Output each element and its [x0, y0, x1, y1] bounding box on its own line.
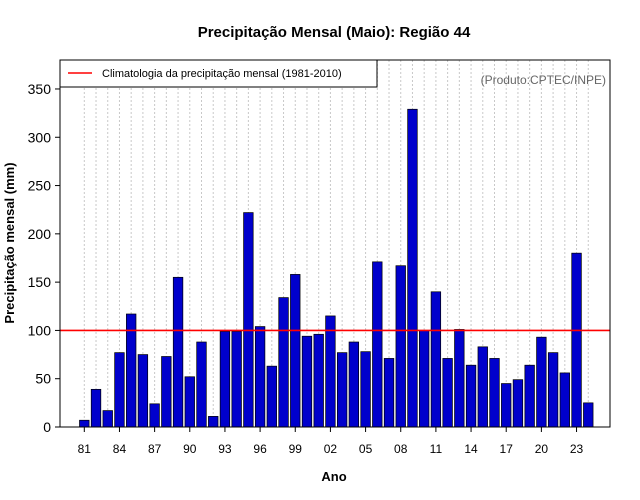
bar-18 — [512, 379, 524, 428]
y-tick-label: 200 — [28, 226, 52, 242]
bar-03 — [336, 352, 348, 428]
y-tick-label: 100 — [28, 322, 52, 338]
bar-11 — [430, 291, 442, 428]
x-tick-label: 99 — [289, 442, 303, 456]
x-axis: 81 84 87 90 93 96 99 02 05 08 11 14 17 20 23 — [78, 427, 584, 456]
x-tick-label: 05 — [359, 442, 373, 456]
bar-17 — [501, 383, 512, 428]
bar-24 — [583, 402, 594, 428]
bar-20 — [536, 336, 547, 428]
bar-98 — [278, 297, 289, 428]
bar-08 — [395, 265, 406, 428]
bar-88 — [161, 356, 172, 428]
x-tick-label: 96 — [253, 442, 267, 456]
bar-92 — [208, 416, 219, 428]
x-axis-label: Ano — [321, 469, 346, 484]
bar-16 — [489, 358, 500, 428]
y-tick-label: 350 — [28, 81, 52, 97]
bar-23 — [571, 252, 582, 428]
bar-83 — [102, 410, 113, 428]
source-note: (Produto:CPTEC/INPE) — [481, 73, 606, 87]
bar-99 — [290, 274, 301, 428]
bar-22 — [559, 372, 570, 428]
bar-05 — [360, 351, 371, 428]
bar-94 — [231, 331, 242, 428]
bar-21 — [547, 352, 559, 428]
x-tick-label: 11 — [430, 442, 443, 456]
bar-91 — [196, 341, 207, 428]
bar-86 — [137, 354, 149, 428]
y-tick-label: 0 — [43, 419, 51, 435]
bar-97 — [266, 365, 277, 428]
bar-06 — [372, 261, 383, 428]
y-tick-label: 250 — [28, 178, 52, 194]
legend-climatology-label: Climatologia da precipitação mensal (198… — [102, 68, 342, 80]
bar-15 — [477, 346, 488, 428]
bar-07 — [383, 358, 395, 428]
bar-19 — [524, 364, 535, 428]
bar-90 — [184, 376, 195, 428]
bar-09 — [407, 108, 418, 428]
bar-87 — [149, 403, 160, 428]
y-axis-label: Precipitação mensal (mm) — [2, 162, 17, 323]
y-axis: 0 50 100 150 200 250 300 350 — [28, 81, 60, 435]
bar-04 — [348, 341, 360, 428]
bar-84 — [114, 352, 125, 428]
bar-96 — [254, 326, 266, 428]
bar-93 — [219, 331, 231, 428]
x-tick-label: 87 — [148, 442, 162, 456]
bar-01 — [313, 333, 324, 428]
chart-title: Precipitação Mensal (Maio): Região 44 — [198, 24, 471, 41]
grid — [83, 60, 589, 427]
legend: Climatologia da precipitação mensal (198… — [59, 59, 378, 88]
bar-10 — [419, 330, 430, 428]
y-tick-label: 150 — [28, 274, 52, 290]
y-tick-label: 50 — [35, 371, 51, 387]
x-tick-label: 14 — [464, 442, 478, 456]
bars — [79, 108, 594, 428]
x-tick-label: 23 — [570, 442, 584, 456]
x-tick-label: 90 — [183, 442, 197, 456]
bar-00 — [301, 335, 313, 428]
x-tick-label: 08 — [394, 442, 408, 456]
bar-13 — [454, 329, 465, 428]
x-tick-label: 02 — [324, 442, 338, 456]
y-tick-label: 300 — [28, 129, 52, 145]
x-tick-label: 20 — [535, 442, 549, 456]
bar-82 — [90, 388, 102, 428]
bar-95 — [243, 212, 254, 428]
x-tick-label: 17 — [500, 442, 514, 456]
bar-14 — [465, 364, 477, 428]
legend-box — [59, 59, 378, 88]
x-tick-label: 81 — [78, 442, 92, 456]
bar-02 — [325, 315, 336, 428]
bar-12 — [442, 358, 453, 428]
bar-89 — [172, 276, 184, 428]
x-tick-label: 93 — [218, 442, 232, 456]
bar-81 — [79, 419, 90, 428]
x-tick-label: 84 — [113, 442, 127, 456]
